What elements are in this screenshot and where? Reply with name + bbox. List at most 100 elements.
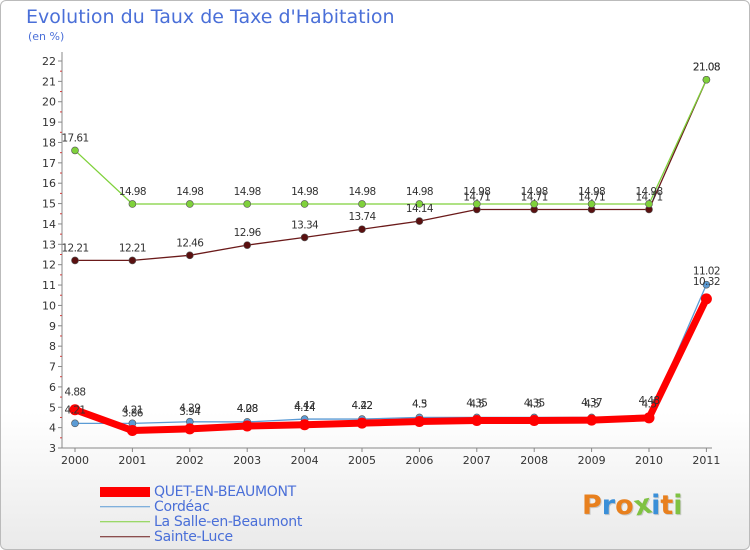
- data-label-cord-ac: 4.29: [179, 403, 200, 415]
- y-tick-label: 15: [42, 198, 56, 211]
- y-tick-label: 21: [42, 75, 56, 88]
- data-label-sainte-luce: 13.34: [291, 219, 319, 231]
- data-label-quet-en-beaumont: 4.35: [466, 398, 487, 410]
- data-point-la-salle-en-beaumont: [186, 200, 194, 208]
- data-label-sainte-luce: 13.74: [348, 211, 376, 223]
- y-tick-label: 18: [42, 136, 56, 149]
- y-tick-label: 5: [49, 401, 56, 414]
- data-point-quet-en-beaumont: [586, 414, 598, 426]
- proxiti-logo: Proxiti: [582, 488, 683, 523]
- data-label-sainte-luce: 12.21: [119, 242, 146, 254]
- data-label-quet-en-beaumont: 4.22: [352, 400, 373, 412]
- data-point-quet-en-beaumont: [413, 416, 425, 428]
- y-tick-label: 10: [42, 299, 56, 312]
- line-chart: 3 4 5 6 7 8 9 10 11 12 13 14 15 16 17 18 19 20 21 22 2000 200…: [42, 52, 721, 467]
- data-point-quet-en-beaumont: [528, 415, 540, 427]
- data-label-sainte-luce: 14.71: [521, 191, 548, 203]
- y-tick-label: 14: [42, 218, 56, 231]
- data-point-sainte-luce: [186, 251, 194, 260]
- x-tick-label: 2009: [578, 454, 606, 467]
- data-point-sainte-luce: [415, 217, 424, 225]
- data-point-la-salle-en-beaumont: [243, 200, 251, 208]
- data-label-cord-ac: 4.42: [294, 400, 315, 412]
- data-label-sainte-luce: 14.71: [578, 191, 605, 203]
- data-label-quet-en-beaumont: 4.48: [639, 395, 660, 407]
- data-point-la-salle-en-beaumont: [358, 200, 366, 208]
- data-label-quet-en-beaumont: 4.88: [65, 387, 86, 399]
- data-point-sainte-luce: [128, 256, 137, 265]
- data-label-sainte-luce: 21.08: [693, 62, 720, 74]
- data-point-quet-en-beaumont: [356, 417, 368, 429]
- x-tick-label: 2004: [291, 454, 319, 467]
- y-tick-label: 13: [42, 238, 56, 251]
- data-point-la-salle-en-beaumont: [71, 146, 79, 155]
- y-tick-label: 9: [49, 320, 56, 333]
- data-label-quet-en-beaumont: 3.94: [179, 406, 201, 418]
- data-point-sainte-luce: [243, 241, 251, 249]
- y-tick-label: 17: [42, 157, 56, 170]
- data-label-sainte-luce: 12.46: [176, 237, 204, 249]
- chart-subtitle: (en %): [28, 30, 65, 43]
- data-label-la-salle-en-beaumont: 14.98: [176, 186, 203, 198]
- legend-item-quet-en-beaumont: QUET-EN-BEAUMONT: [100, 484, 302, 500]
- x-tick-label: 2001: [118, 454, 146, 467]
- data-label-cord-ac: 4.28: [237, 403, 258, 415]
- y-tick-label: 22: [42, 55, 56, 68]
- data-label-la-salle-en-beaumont: 21.08: [693, 62, 720, 74]
- data-label-quet-en-beaumont: 3.86: [122, 407, 144, 419]
- data-label-la-salle-en-beaumont: 14.98: [463, 186, 490, 198]
- data-label-la-salle-en-beaumont: 14.98: [635, 186, 662, 198]
- data-point-cord-ac: [71, 419, 79, 428]
- data-point-la-salle-en-beaumont: [530, 200, 539, 208]
- series-line-quet-en-beaumont: [73, 297, 710, 434]
- data-label-cord-ac: 4.5: [412, 398, 427, 410]
- data-label-cord-ac: 11.02: [693, 266, 720, 278]
- legend-item-la-salle-en-beaumont: La Salle-en-Beaumont: [100, 513, 303, 530]
- data-label-sainte-luce: 14.14: [406, 203, 434, 215]
- y-tick-label: 19: [42, 116, 56, 129]
- legend-label: La Salle-en-Beaumont: [154, 513, 303, 530]
- data-labels-layer: 12.21 12.21 12.46 12.96 13.34 13.74 14.14 14.71…: [61, 62, 720, 420]
- legend: QUET-EN-BEAUMONT Cordéac La Salle-en-Beaum…: [100, 484, 303, 545]
- series-line-sainte-luce: [75, 79, 707, 262]
- data-label-quet-en-beaumont: 4.37: [581, 397, 602, 409]
- data-point-quet-en-beaumont: [69, 404, 81, 416]
- x-tick-label: 2011: [692, 454, 720, 467]
- data-point-sainte-luce: [358, 225, 366, 234]
- data-point-quet-en-beaumont: [299, 419, 311, 431]
- y-tick-label: 8: [49, 340, 56, 353]
- data-point-la-salle-en-beaumont: [587, 200, 596, 208]
- data-label-quet-en-beaumont: 4.08: [237, 403, 258, 415]
- axes: 3 4 5 6 7 8 9 10 11 12 13 14 15 16 17 18 19 20 21 22 2000 200…: [42, 52, 720, 467]
- data-label-quet-en-beaumont: 4.14: [294, 402, 316, 414]
- legend-item-sainte-luce: Sainte-Luce: [100, 529, 302, 545]
- x-tick-label: 2008: [520, 454, 548, 467]
- data-label-cord-ac: 4.21: [122, 404, 143, 416]
- x-tick-label: 2003: [233, 454, 261, 467]
- data-point-quet-en-beaumont: [126, 424, 138, 436]
- legend-swatch: [100, 514, 150, 529]
- y-tick-label: 20: [42, 96, 56, 109]
- data-label-cord-ac: 4.5: [527, 398, 542, 410]
- data-point-quet-en-beaumont: [241, 420, 253, 432]
- data-point-quet-en-beaumont: [700, 293, 712, 305]
- data-label-quet-en-beaumont: 10.32: [693, 276, 720, 288]
- data-label-la-salle-en-beaumont: 14.98: [234, 186, 261, 198]
- x-tick-label: 2000: [61, 454, 89, 467]
- data-label-la-salle-en-beaumont: 14.98: [291, 186, 318, 198]
- legend-item-cord-ac: Cordéac: [100, 499, 302, 515]
- data-point-la-salle-en-beaumont: [702, 75, 711, 84]
- series-layer: [69, 75, 712, 436]
- y-tick-label: 3: [49, 442, 56, 455]
- data-point-quet-en-beaumont: [471, 415, 483, 427]
- data-point-la-salle-en-beaumont: [472, 200, 481, 208]
- y-tick-label: 4: [49, 422, 56, 435]
- chart-title: Evolution du Taux de Taxe d'Habitation: [26, 6, 395, 28]
- data-label-la-salle-en-beaumont: 14.98: [578, 186, 605, 198]
- data-label-quet-en-beaumont: 4.35: [524, 398, 545, 410]
- data-point-cord-ac: [702, 280, 711, 289]
- x-tick-label: 2002: [176, 454, 204, 467]
- data-point-la-salle-en-beaumont: [645, 200, 653, 208]
- data-label-sainte-luce: 12.96: [234, 227, 262, 239]
